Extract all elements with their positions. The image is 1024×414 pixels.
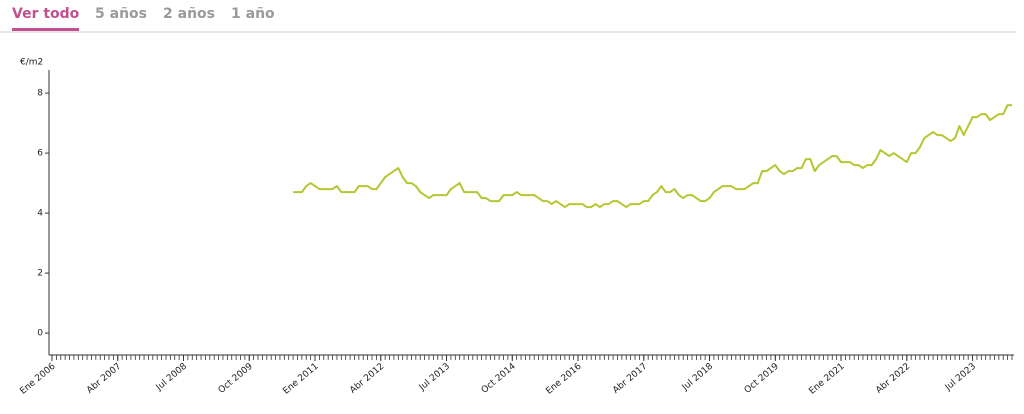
tab[interactable]: 1 año — [231, 6, 275, 22]
y-tick-label: 8 — [37, 89, 43, 99]
line-series — [293, 104, 1012, 209]
x-tick-label: Ene 2016 — [544, 361, 583, 396]
tab[interactable]: 2 años — [163, 6, 215, 22]
x-tick-label: Ene 2006 — [18, 361, 57, 396]
x-tick-label: Jul 2013 — [417, 362, 452, 394]
tab-bar: Ver todo 5 años 2 años 1 año — [0, 0, 1016, 33]
x-tick-label: Abr 2022 — [874, 362, 912, 396]
x-tick-label: Abr 2012 — [348, 362, 386, 396]
x-tick-label: Jul 2023 — [943, 362, 978, 394]
x-tick-label: Oct 2019 — [743, 361, 781, 395]
x-tick-label: Ene 2011 — [281, 362, 320, 397]
x-tick-label: Jul 2018 — [680, 361, 715, 393]
y-axis-label: €/m2 — [20, 58, 43, 68]
y-tick-label: 4 — [37, 209, 43, 219]
y-tick-label: 6 — [37, 149, 43, 159]
chart: €/m2 0 2 4 6 8 Ene 2006 Abr 2007 Jul 2008 Oct 20… — [18, 58, 1014, 397]
x-tick-label: Abr 2017 — [611, 362, 649, 396]
x-tick-label: Oct 2014 — [480, 361, 518, 395]
x-tick-label: Abr 2007 — [85, 362, 123, 396]
x-tick-label: Jul 2008 — [154, 361, 189, 393]
tab[interactable]: Ver todo — [12, 6, 80, 31]
y-tick-label: 0 — [37, 329, 43, 339]
y-tick-label: 2 — [37, 269, 43, 279]
x-tick-label: Ene 2021 — [807, 362, 846, 397]
tab[interactable]: 5 años — [95, 6, 147, 22]
x-tick-label: Oct 2009 — [217, 361, 255, 395]
